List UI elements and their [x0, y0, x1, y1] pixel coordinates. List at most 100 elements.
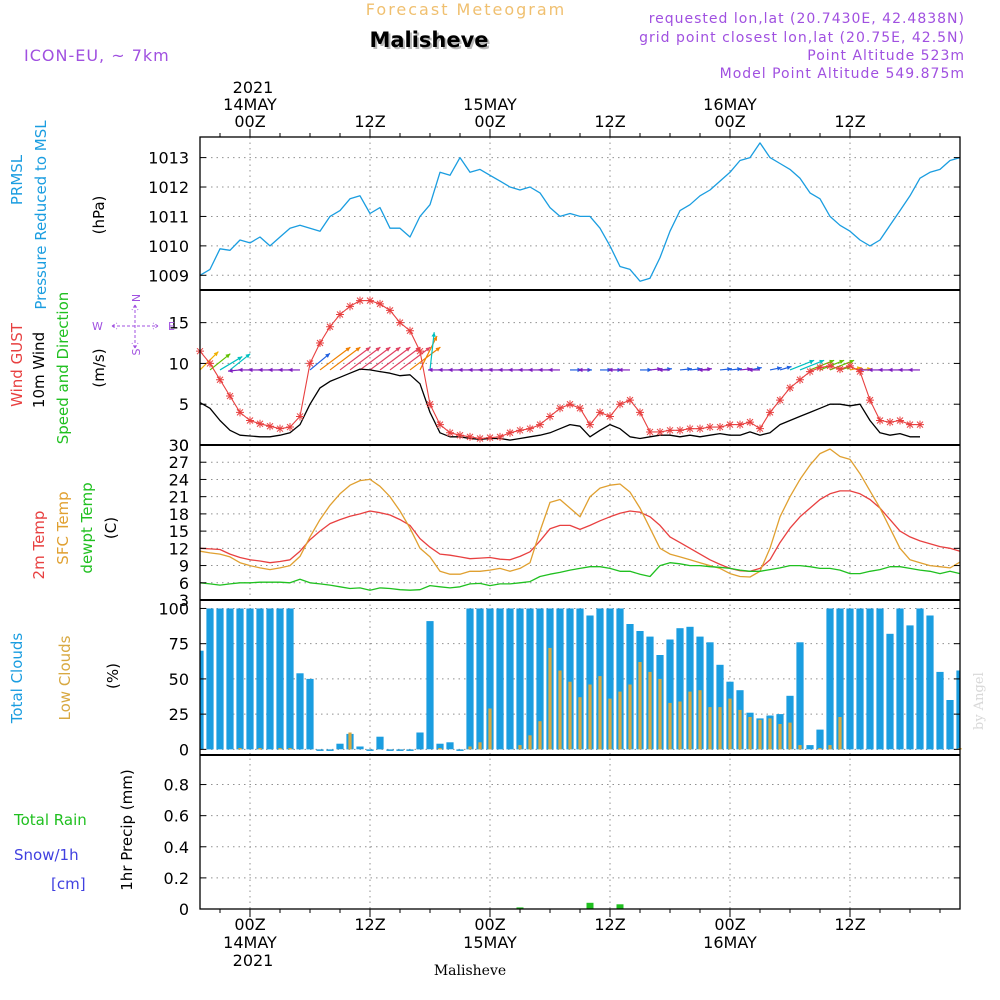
gust-marker — [306, 359, 314, 368]
temp-line-2m — [199, 490, 961, 572]
total-cloud-bar — [536, 608, 544, 750]
clouds-ytick-label: 100 — [158, 599, 189, 618]
gust-marker — [806, 367, 814, 376]
wind-arrow — [379, 346, 411, 371]
wind-arrow-head — [888, 367, 893, 373]
gust-marker — [696, 424, 704, 433]
frame-layer — [199, 129, 961, 917]
direction-label: Speed and Direction — [54, 292, 72, 445]
wind-arrow-head — [618, 367, 623, 373]
gust-marker — [596, 408, 604, 417]
total-cloud-bar — [586, 615, 594, 750]
total-cloud-bar — [916, 608, 924, 750]
wind-arrow — [359, 346, 391, 371]
wind-arrow-head — [395, 347, 401, 352]
wind-arrow-head — [213, 351, 219, 357]
low-cloud-bar — [438, 748, 442, 750]
gust-marker — [866, 396, 874, 405]
low-cloud-bar — [728, 698, 732, 750]
total-cloud-bar — [200, 650, 204, 750]
clouds-ytick-label: 25 — [169, 705, 189, 724]
wind-arrow-head — [776, 366, 782, 371]
gust-marker — [846, 361, 854, 370]
gust-marker — [626, 396, 634, 405]
top-time-label: 00Z — [474, 112, 505, 131]
model-name: ICON-EU, ~ 7km — [24, 46, 170, 65]
wind-arrow-head — [908, 367, 913, 373]
total-cloud-bar — [306, 678, 314, 750]
temp-unit: (C) — [102, 517, 120, 539]
pressure-label-2: Pressure Reduced to MSL — [32, 120, 50, 310]
gust-marker — [776, 396, 784, 405]
gust-marker — [516, 426, 524, 435]
gust-marker — [766, 408, 774, 417]
pressure-label-1: PRMSL — [8, 154, 26, 205]
low-cloud-bar — [708, 707, 712, 750]
gust-marker — [556, 404, 564, 413]
gust-marker — [436, 420, 444, 429]
gust-marker — [756, 424, 764, 433]
gust-marker — [566, 400, 574, 409]
cloud-unit: (%) — [104, 663, 122, 689]
wind-arrow-head — [248, 367, 253, 373]
temp-line-sfc — [199, 448, 961, 578]
temperature-ytick-label: 21 — [169, 488, 189, 507]
wind-arrow-head — [288, 367, 293, 373]
wind-arrow — [389, 346, 421, 371]
total-cloud-bar — [276, 608, 284, 750]
wind-arrow-head — [431, 332, 436, 337]
low-cloud-bar — [788, 722, 792, 750]
wind-arrow-head — [405, 347, 411, 352]
total-cloud-bar — [616, 608, 624, 750]
low-cloud-bar — [738, 709, 742, 750]
wind-arrow-head — [898, 367, 903, 373]
gust-marker — [366, 296, 374, 305]
wind-arrow-head — [528, 367, 533, 373]
gust-marker — [296, 412, 304, 421]
total-cloud-bar — [366, 749, 374, 751]
wind-arrow-head — [498, 367, 503, 373]
total-cloud-bar — [716, 664, 724, 750]
top-time-label: 12Z — [354, 112, 385, 131]
low-cloud-bar — [748, 717, 752, 750]
total-cloud-bar — [576, 608, 584, 750]
gust-marker — [226, 392, 234, 401]
gust-marker — [576, 404, 584, 413]
rain-bar — [586, 902, 594, 909]
wind-speed-line — [199, 368, 920, 441]
precip-ytick-label: 0.8 — [164, 776, 189, 795]
gust-marker — [526, 424, 534, 433]
dewpt-temp-label: dewpt Temp — [78, 482, 96, 573]
total-cloud-bar — [676, 628, 684, 750]
gust-marker — [216, 375, 224, 384]
total-cloud-bar — [666, 639, 674, 750]
temperature-ytick-label: 15 — [169, 522, 189, 541]
wind-arrow-head — [809, 359, 815, 364]
top-time-label: 00Z — [234, 112, 265, 131]
temperature-ytick-label: 18 — [169, 505, 189, 524]
total-cloud-bar — [256, 608, 264, 750]
gust-marker — [276, 424, 284, 433]
temperature-ytick-label: 27 — [169, 453, 189, 472]
total-cloud-bar — [846, 608, 854, 750]
low-cloud-bar — [528, 735, 532, 750]
requested-coords: requested lon,lat (20.7430E, 42.4838N) — [649, 11, 965, 27]
low-cloud-bar — [638, 662, 642, 750]
rain-bar — [616, 904, 624, 909]
model-altitude: Model Point Altitude 549.875m — [720, 66, 965, 82]
gust-marker — [546, 412, 554, 421]
wind-arrow-head — [268, 367, 273, 373]
top-date-label: 16MAY — [703, 95, 757, 114]
temp-line-dewpt — [199, 562, 961, 591]
wind-arrow-head — [428, 367, 433, 373]
total-cloud-bar — [476, 608, 484, 750]
gust-marker — [896, 416, 904, 425]
top-time-label: 12Z — [834, 112, 865, 131]
wind-ytick-label: 0 — [179, 436, 189, 455]
wind-arrow-head — [448, 367, 453, 373]
low-cloud-bar — [518, 745, 522, 750]
total-cloud-bar — [826, 608, 834, 750]
gust-marker — [456, 431, 464, 440]
wind-arrow — [319, 346, 351, 371]
